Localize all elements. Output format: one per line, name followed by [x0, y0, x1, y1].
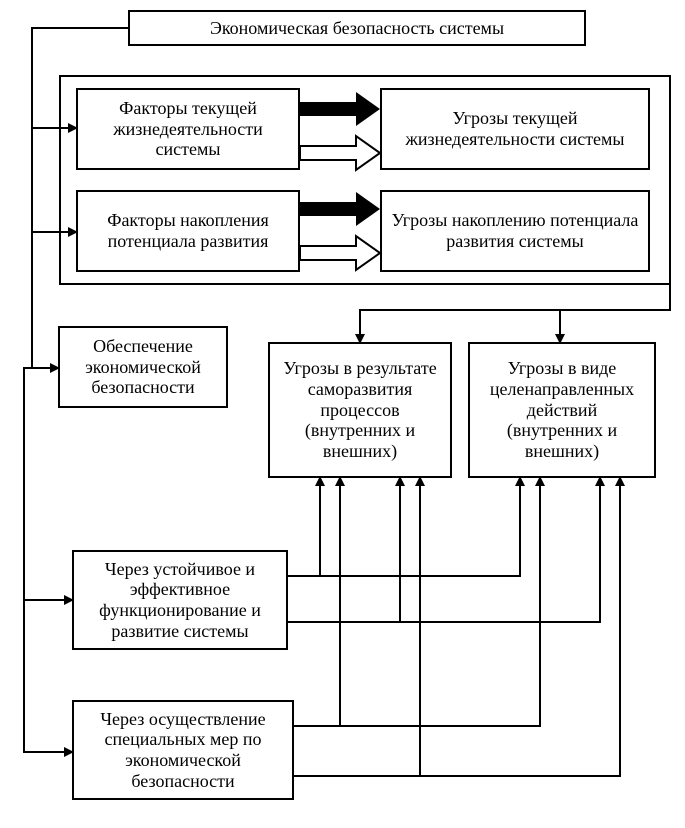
edge-n1-n6 [32, 232, 58, 368]
edge-n6-n10 [24, 600, 72, 752]
edge-n9-n8a [320, 478, 520, 576]
node-threats-potential: Угрозы накоплению потенциала развития си… [380, 190, 650, 272]
edge-group-n8 [560, 310, 670, 342]
node-label: Факторы текущей жизнедеятельности систем… [86, 98, 290, 160]
hollow-arrows [300, 136, 380, 270]
solid-arrows [300, 92, 380, 226]
edge-n10-n7a [294, 478, 340, 726]
node-via-functioning: Через устойчивое и эффективное функциони… [72, 550, 288, 650]
edge-n9-n8b [400, 478, 600, 622]
node-factors-current: Факторы текущей жизнедеятельности систем… [76, 88, 300, 170]
node-factors-potential: Факторы накопления потенциала развития [76, 190, 300, 272]
edge-n9-n7a [288, 478, 320, 576]
edge-n10-n8b [420, 478, 620, 776]
node-label: Угрозы накоплению потенциала развития си… [390, 210, 640, 251]
edge-n1-n4 [32, 128, 76, 232]
node-label: Угрозы в результате саморазвития процесс… [278, 358, 442, 461]
diagram-canvas: Экономическая безопасность системы Факто… [0, 0, 685, 828]
node-label: Угрозы текущей жизнедеятельности системы [390, 108, 640, 149]
node-title-label: Экономическая безопасность системы [210, 18, 504, 39]
edge-n9-n7b [288, 478, 400, 622]
node-label: Обеспечение экономической безопасности [68, 336, 218, 398]
node-via-measures: Через осуществление специальных мер по э… [72, 700, 294, 800]
node-label: Угрозы в виде целенаправленных действий … [478, 358, 646, 461]
edge-n10-n8a [340, 478, 540, 726]
node-threats-selfdev: Угрозы в результате саморазвития процесс… [268, 342, 452, 478]
node-title: Экономическая безопасность системы [128, 10, 586, 46]
edge-n10-n7b [294, 478, 420, 776]
node-label: Факторы накопления потенциала развития [86, 210, 290, 251]
node-ensuring-security: Обеспечение экономической безопасности [58, 326, 228, 408]
node-threats-current: Угрозы текущей жизнедеятельности системы [380, 88, 650, 170]
node-label: Через устойчивое и эффективное функциони… [82, 559, 278, 642]
node-threats-targeted: Угрозы в виде целенаправленных действий … [468, 342, 656, 478]
node-label: Через осуществление специальных мер по э… [82, 709, 284, 792]
